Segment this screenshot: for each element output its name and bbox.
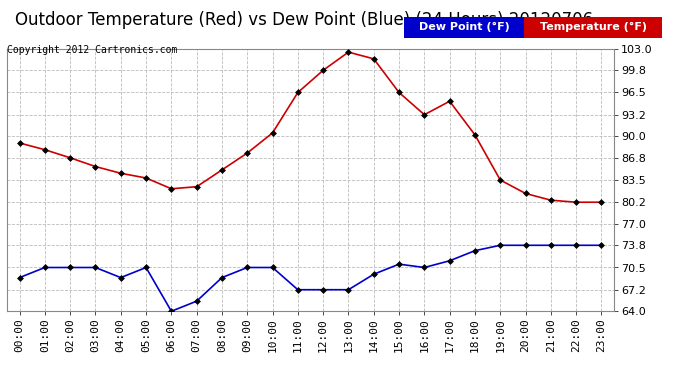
Text: Temperature (°F): Temperature (°F) xyxy=(540,22,647,32)
Text: Outdoor Temperature (Red) vs Dew Point (Blue) (24 Hours) 20120706: Outdoor Temperature (Red) vs Dew Point (… xyxy=(14,11,593,29)
Text: Dew Point (°F): Dew Point (°F) xyxy=(419,22,509,32)
Text: Copyright 2012 Cartronics.com: Copyright 2012 Cartronics.com xyxy=(7,45,177,55)
